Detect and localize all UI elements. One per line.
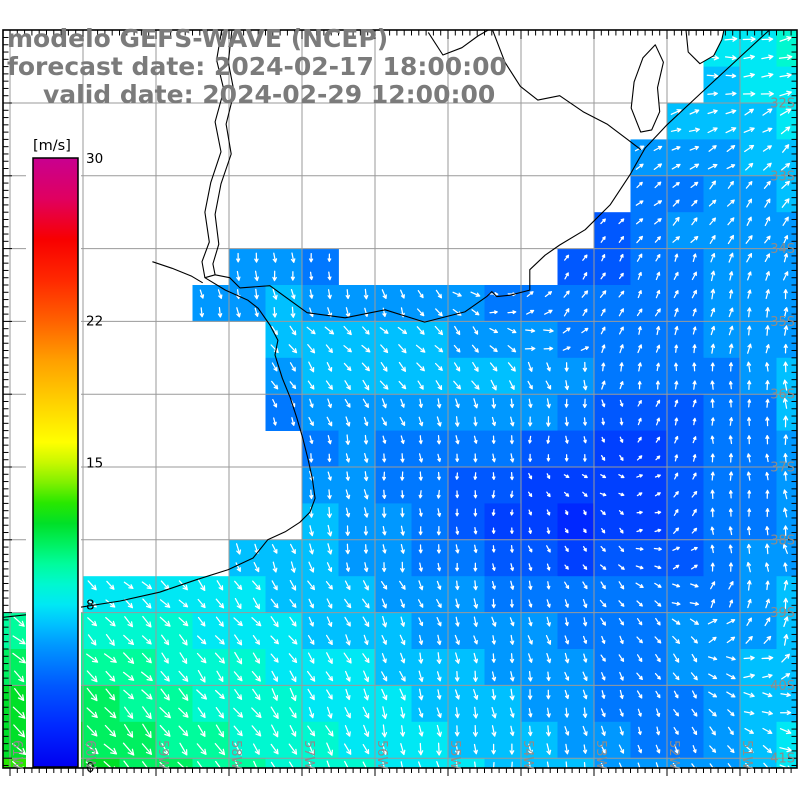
- axis-labels: 61W 60W 59W 58W 57W 56W 55W 54W 53W 52W 51W 32S 33S 3…: [9, 97, 795, 770]
- latitude-label: 32S: [770, 97, 795, 112]
- uruguay-river-east-bank: [212, 30, 235, 275]
- latitude-label: 39S: [770, 606, 795, 621]
- longitude-label: 57W: [301, 740, 316, 770]
- latitude-label: 40S: [770, 679, 795, 694]
- latitude-label: 41S: [770, 752, 795, 767]
- longitude-label: 52W: [666, 740, 681, 770]
- parana-delta-channel: [152, 261, 203, 284]
- colorbar-tick-label: 30: [86, 151, 103, 167]
- longitude-label: 54W: [520, 740, 535, 770]
- longitude-label: 56W: [374, 740, 389, 770]
- longitude-label: 53W: [593, 740, 608, 770]
- latitude-label: 34S: [770, 242, 795, 257]
- longitude-label: 60W: [82, 740, 97, 770]
- latitude-label: 38S: [770, 533, 795, 548]
- latitude-label: 35S: [770, 315, 795, 330]
- longitude-label: 59W: [155, 740, 170, 770]
- inland-river: [427, 30, 642, 151]
- wind-speed-cells-layer: [3, 30, 797, 768]
- graticule-layer: [3, 30, 797, 768]
- lagoa-mirim-outline: [630, 44, 664, 133]
- latitude-label: 36S: [770, 388, 795, 403]
- wind-direction-arrows-layer: [11, 36, 797, 768]
- longitude-label: 51W: [739, 740, 754, 770]
- latitude-label: 33S: [770, 169, 795, 184]
- colorbar-tick-label: 22: [86, 313, 103, 329]
- colorbar-gradient: [32, 157, 79, 768]
- colorbar-tick-label: 8: [86, 598, 95, 614]
- longitude-label: 61W: [9, 740, 24, 770]
- coastline-layer: [3, 30, 770, 618]
- colorbar-tick-label: 15: [86, 456, 103, 472]
- map-frame: [2, 29, 798, 776]
- longitude-label: 58W: [228, 740, 243, 770]
- longitude-label: 55W: [447, 740, 462, 770]
- uruguay-river-west-bank: [201, 30, 225, 278]
- latitude-label: 37S: [770, 461, 795, 476]
- colorbar-unit-label: [m/s]: [33, 138, 71, 154]
